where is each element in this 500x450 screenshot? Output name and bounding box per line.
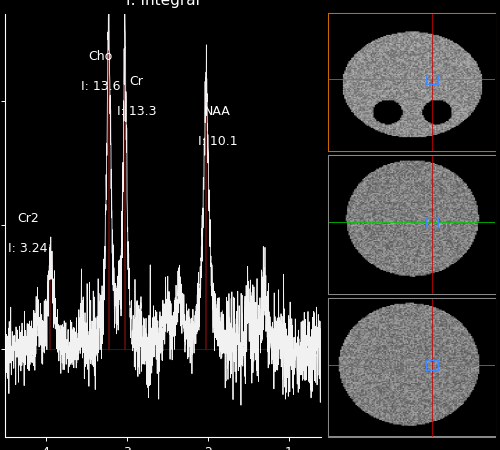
- Bar: [426, 360, 438, 370]
- Text: Cr: Cr: [130, 75, 143, 88]
- Title: I: Integral: I: Integral: [126, 0, 200, 8]
- Bar: [426, 217, 438, 227]
- Text: I: 3.24: I: 3.24: [8, 242, 48, 255]
- Text: I: 10.1: I: 10.1: [198, 135, 237, 148]
- Text: I: 13.6: I: 13.6: [81, 80, 120, 93]
- Text: I: 13.3: I: 13.3: [116, 105, 156, 118]
- Bar: [426, 75, 438, 84]
- Text: Cr2: Cr2: [17, 212, 38, 225]
- Text: NAA: NAA: [204, 105, 231, 118]
- Text: Cho: Cho: [88, 50, 113, 63]
